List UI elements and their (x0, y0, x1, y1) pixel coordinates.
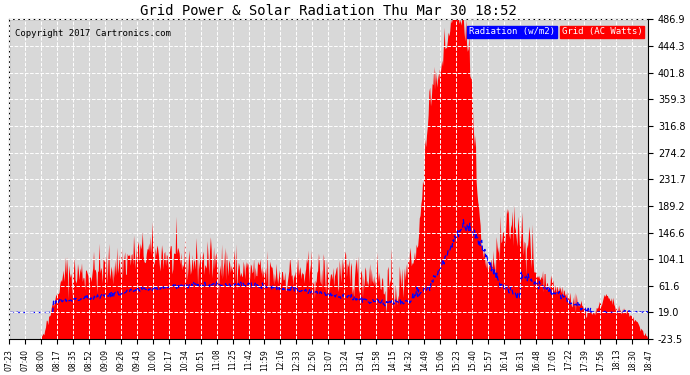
Text: Radiation (w/m2): Radiation (w/m2) (469, 27, 555, 36)
Title: Grid Power & Solar Radiation Thu Mar 30 18:52: Grid Power & Solar Radiation Thu Mar 30 … (140, 4, 517, 18)
Text: Grid (AC Watts): Grid (AC Watts) (562, 27, 642, 36)
Text: Copyright 2017 Cartronics.com: Copyright 2017 Cartronics.com (15, 29, 171, 38)
